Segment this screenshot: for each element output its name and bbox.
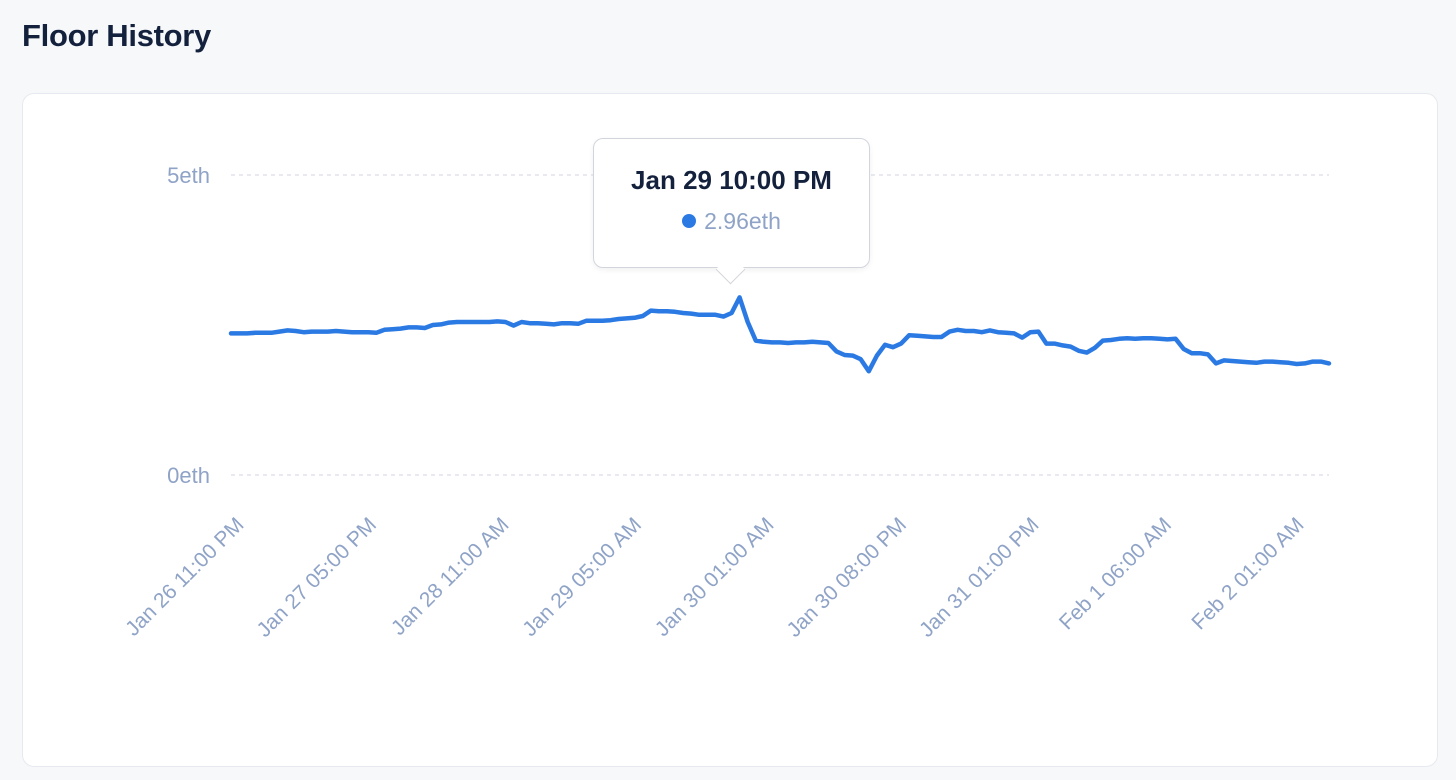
- tooltip-title: Jan 29 10:00 PM: [631, 165, 832, 195]
- x-tick-label: Feb 2 01:00 AM: [1187, 513, 1308, 634]
- chart-tooltip: Jan 29 10:00 PM 2.96eth: [593, 138, 870, 285]
- page-title: Floor History: [22, 18, 212, 53]
- x-tick-label: Jan 30 08:00 PM: [782, 513, 911, 642]
- tooltip-value: 2.96eth: [704, 208, 781, 234]
- x-tick-label: Jan 28 11:00 AM: [387, 513, 514, 640]
- x-tick-label: Jan 30 01:00 AM: [651, 513, 779, 641]
- x-tick-label: Jan 31 01:00 PM: [915, 513, 1044, 642]
- x-tick-label: Jan 26 11:00 PM: [121, 513, 248, 640]
- series-line: [228, 295, 1332, 374]
- y-tick-label: 0eth: [167, 463, 210, 488]
- x-tick-label: Jan 27 05:00 PM: [252, 513, 381, 642]
- series-dot-icon: [682, 214, 697, 228]
- tooltip-value-row: 2.96eth: [594, 208, 869, 235]
- x-tick-label: Feb 1 06:00 AM: [1055, 513, 1176, 634]
- x-tick-label: Jan 29 05:00 AM: [518, 513, 646, 641]
- y-tick-label: 5eth: [167, 163, 210, 188]
